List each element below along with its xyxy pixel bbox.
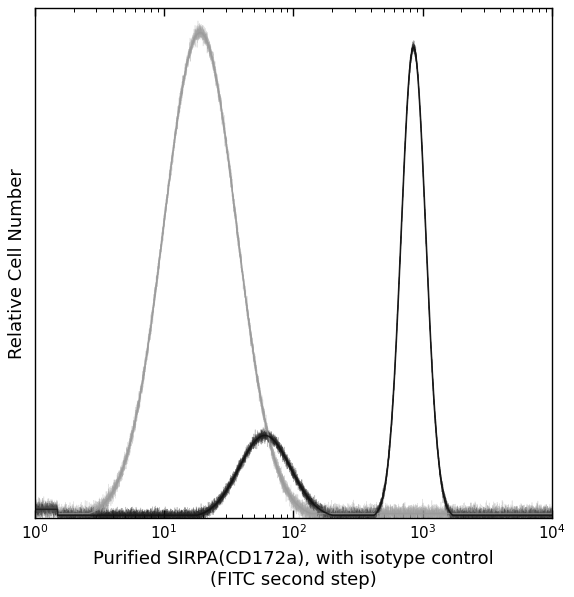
- X-axis label: Purified SIRPA(CD172a), with isotype control
(FITC second step): Purified SIRPA(CD172a), with isotype con…: [93, 550, 494, 589]
- Y-axis label: Relative Cell Number: Relative Cell Number: [9, 168, 26, 359]
